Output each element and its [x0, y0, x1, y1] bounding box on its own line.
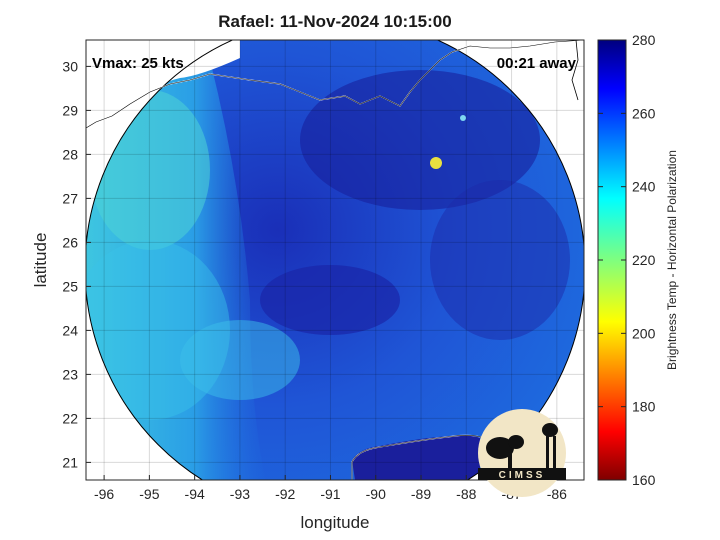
y-tick-label: 21 [62, 454, 78, 470]
colorbar-tick-label: 220 [632, 252, 656, 268]
y-tick-label: 28 [62, 146, 78, 162]
coastline [86, 40, 584, 480]
colorbar-tick-label: 240 [632, 179, 656, 195]
axes-frame [85, 39, 585, 481]
intensity-label: Vmax: 25 kts [92, 55, 184, 72]
x-tick-label: -94 [185, 486, 205, 502]
x-tick-label: -90 [366, 486, 386, 502]
y-tick-label: 23 [62, 366, 78, 382]
x-tick-label: -93 [230, 486, 250, 502]
x-tick-label: -92 [275, 486, 295, 502]
colorbar-ticks: 160 180 200 220 240 260 280 [598, 32, 656, 488]
colorbar-label: Brightness Temp - Horizontal Polarizatio… [665, 150, 679, 370]
time-offset-label: 00:21 away [497, 55, 577, 72]
y-axis-ticks: 21 22 23 24 25 26 27 28 29 30 [62, 58, 91, 470]
y-tick-label: 22 [62, 410, 78, 426]
cimss-logo: CIMSS [478, 409, 566, 497]
warm-spot [430, 157, 442, 169]
logo-text: CIMSS [499, 470, 546, 481]
x-tick-label: -86 [547, 486, 567, 502]
colorbar-tick-label: 180 [632, 399, 656, 415]
y-tick-label: 25 [62, 278, 78, 294]
colorbar-tick-label: 260 [632, 105, 656, 121]
gridlines [86, 40, 584, 480]
y-tick-label: 27 [62, 190, 78, 206]
x-tick-label: -91 [320, 486, 340, 502]
colorbar-tick-label: 200 [632, 325, 656, 341]
y-tick-label: 26 [62, 234, 78, 250]
x-axis-ticks: -96-95-94-93-92-91-90-89-88-87-86 [94, 475, 567, 502]
colorbar-tick-label: 280 [632, 32, 656, 48]
page-title: Rafael: 11-Nov-2024 10:15:00 [218, 12, 452, 31]
y-tick-label: 29 [62, 102, 78, 118]
y-tick-label: 30 [62, 58, 78, 74]
x-tick-label: -96 [94, 486, 114, 502]
colorbar-tick-label: 160 [632, 472, 656, 488]
x-tick-label: -89 [411, 486, 431, 502]
x-axis-label: longitude [300, 513, 369, 532]
y-axis-label: latitude [31, 233, 50, 288]
x-tick-label: -95 [139, 486, 159, 502]
y-tick-label: 24 [62, 322, 78, 338]
x-tick-label: -88 [456, 486, 476, 502]
